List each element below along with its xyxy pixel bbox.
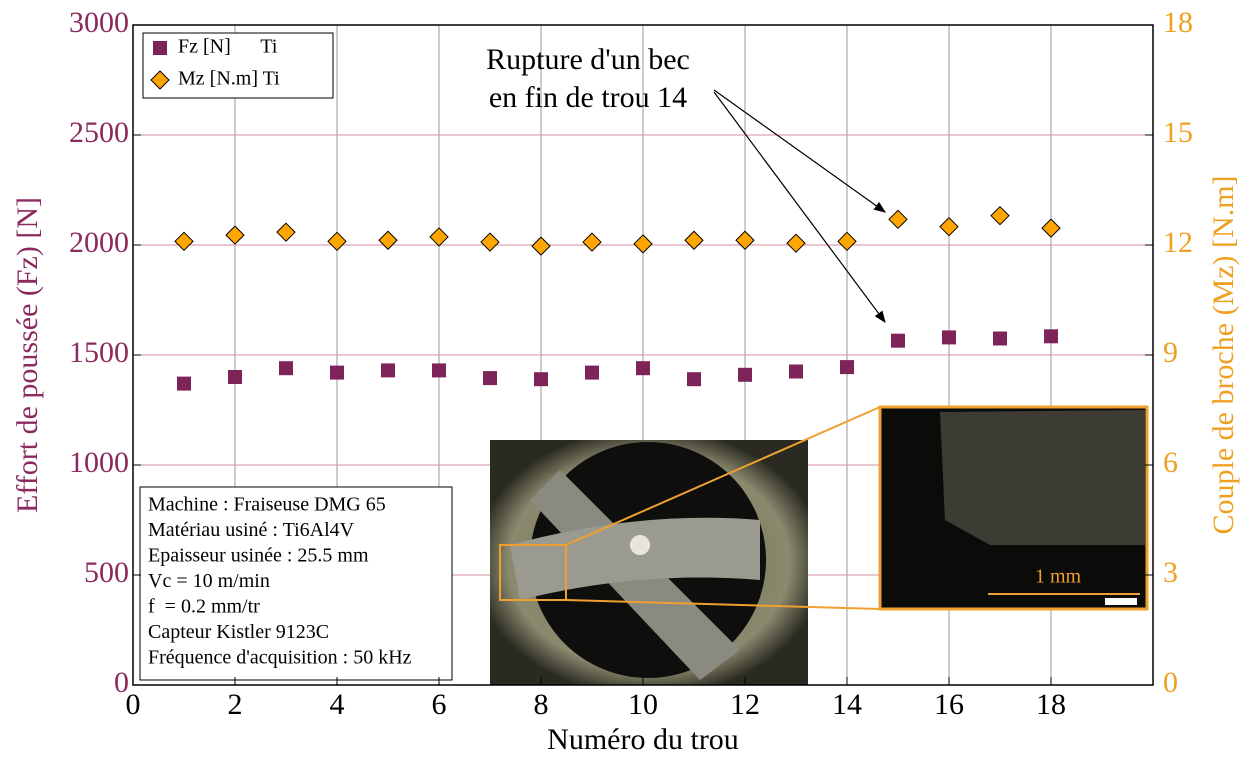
photo-detail — [940, 410, 1145, 545]
x-tick-label: 14 — [832, 688, 862, 721]
y2-tick-label: 15 — [1163, 116, 1193, 149]
x-tick-label: 18 — [1036, 688, 1066, 721]
y2-tick-label: 6 — [1163, 446, 1178, 479]
data-point — [738, 367, 752, 382]
x-tick-label: 12 — [730, 688, 760, 721]
data-point — [585, 365, 599, 380]
info-line: Machine : Fraiseuse DMG 65 — [148, 494, 386, 516]
photo-detail — [1105, 598, 1137, 605]
data-point — [735, 230, 755, 250]
x-tick-label: 16 — [934, 688, 964, 721]
data-point — [582, 232, 602, 252]
y2-tick-label: 9 — [1163, 336, 1178, 369]
y2-tick-label: 12 — [1163, 226, 1193, 259]
inset-label: 1 mm — [1035, 566, 1082, 588]
data-point — [684, 230, 704, 250]
legend-marker — [153, 41, 167, 55]
info-line: Matériau usiné : Ti6Al4V — [148, 519, 355, 541]
x-tick-label: 10 — [628, 688, 658, 721]
zoom-box — [499, 544, 567, 601]
annotation: Rupture d'un bec — [486, 43, 690, 76]
data-point — [636, 361, 650, 376]
y-tick-label: 3000 — [69, 6, 129, 39]
info-box — [139, 486, 453, 681]
data-point — [786, 233, 806, 253]
data-point — [177, 376, 191, 391]
data-point — [480, 232, 500, 252]
data-point — [789, 364, 803, 379]
data-point — [888, 209, 908, 230]
data-point — [429, 227, 449, 247]
legend-label: Fz [N] Ti — [178, 36, 278, 58]
annotation-arrow — [713, 91, 886, 323]
x-tick-label: 6 — [432, 688, 447, 721]
data-point — [1044, 329, 1058, 344]
data-point — [432, 363, 446, 378]
data-point — [228, 370, 242, 384]
info-line: Fréquence d'acquisition : 50 kHz — [148, 647, 412, 669]
data-point — [939, 216, 959, 237]
legend-label: Mz [N.m] Ti — [178, 68, 280, 90]
data-point — [225, 225, 245, 245]
data-point — [993, 331, 1007, 346]
x-tick-label: 4 — [330, 688, 345, 721]
data-point — [633, 234, 653, 254]
y2-tick-label: 3 — [1163, 556, 1178, 589]
info-line: Epaisseur usinée : 25.5 mm — [148, 545, 369, 567]
y-axis-label: Effort de poussée (Fz) [N] — [11, 197, 44, 513]
x-axis-label: Numéro du trou — [547, 723, 739, 756]
x-tick-label: 8 — [534, 688, 549, 721]
data-point — [174, 231, 194, 252]
photo-detail — [510, 517, 760, 600]
info-line: Capteur Kistler 9123C — [148, 621, 329, 643]
data-point — [837, 231, 857, 252]
data-point — [990, 205, 1010, 226]
x-tick-label: 2 — [228, 688, 243, 721]
legend — [142, 32, 334, 99]
zoom-line — [565, 406, 881, 546]
y-tick-label: 2000 — [69, 226, 129, 259]
annotation-arrow — [713, 89, 886, 213]
data-point — [840, 360, 854, 375]
data-point — [378, 230, 398, 250]
y-tick-label: 0 — [114, 666, 129, 699]
data-point — [942, 330, 956, 345]
y-tick-label: 1000 — [69, 446, 129, 479]
zoom-line — [565, 599, 881, 610]
legend-marker — [150, 70, 170, 90]
info-line: Vc = 10 m/min — [148, 570, 270, 592]
data-point — [891, 333, 905, 348]
y2-axis-label: Couple de broche (Mz) [N.m] — [1207, 175, 1240, 534]
photo-detail — [630, 535, 650, 555]
data-point — [276, 222, 296, 242]
data-point — [687, 372, 701, 387]
data-point — [381, 363, 395, 378]
annotation: en fin de trou 14 — [489, 81, 687, 114]
x-tick-label: 0 — [126, 688, 141, 721]
info-line: f = 0.2 mm/tr — [148, 596, 260, 618]
data-point — [1041, 218, 1061, 238]
data-point — [279, 361, 293, 376]
data-point — [531, 236, 551, 256]
y2-tick-label: 0 — [1163, 666, 1178, 699]
y-tick-label: 1500 — [69, 336, 129, 369]
y2-tick-label: 18 — [1163, 6, 1193, 39]
data-point — [327, 231, 347, 252]
data-point — [534, 372, 548, 387]
data-point — [330, 365, 344, 380]
y-tick-label: 2500 — [69, 116, 129, 149]
data-point — [483, 371, 497, 386]
y-tick-label: 500 — [84, 556, 129, 589]
